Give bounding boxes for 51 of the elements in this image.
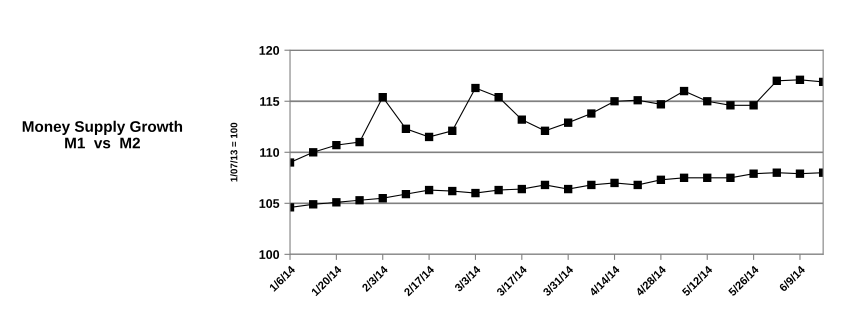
y-tick-label: 115 bbox=[260, 97, 280, 106]
point bbox=[634, 96, 642, 104]
point bbox=[309, 148, 318, 156]
point bbox=[355, 196, 364, 204]
y-tick-label: 100 bbox=[260, 250, 280, 259]
point bbox=[471, 84, 480, 92]
y-tick-label: 110 bbox=[260, 148, 280, 157]
point bbox=[587, 180, 596, 190]
point bbox=[610, 97, 619, 106]
point bbox=[564, 184, 572, 194]
point bbox=[402, 190, 410, 198]
point bbox=[726, 101, 735, 110]
point bbox=[772, 76, 781, 86]
point bbox=[680, 174, 688, 182]
point bbox=[749, 170, 758, 178]
text: Money Supply Growth M1 vs M2 bbox=[22, 120, 182, 148]
point bbox=[309, 200, 318, 208]
point bbox=[680, 86, 688, 96]
point bbox=[471, 188, 480, 198]
point bbox=[378, 194, 387, 202]
point bbox=[424, 132, 434, 142]
point bbox=[703, 174, 712, 182]
y-axis-title: 1/07/13 = 100 bbox=[230, 122, 238, 182]
point bbox=[610, 178, 619, 188]
point bbox=[564, 118, 572, 127]
point bbox=[656, 176, 666, 184]
point bbox=[448, 186, 456, 196]
point bbox=[540, 126, 550, 136]
point bbox=[424, 186, 434, 194]
point bbox=[796, 170, 804, 178]
point bbox=[518, 115, 526, 124]
point bbox=[518, 184, 526, 194]
point bbox=[402, 124, 410, 133]
point bbox=[749, 101, 758, 110]
y-tick-label: 105 bbox=[260, 199, 280, 208]
y-tick-label: 120 bbox=[260, 46, 280, 55]
point bbox=[772, 168, 781, 177]
point bbox=[332, 198, 341, 206]
point bbox=[634, 180, 642, 190]
point bbox=[656, 100, 666, 108]
point bbox=[448, 126, 456, 136]
point bbox=[494, 186, 503, 194]
point bbox=[796, 76, 804, 84]
point bbox=[726, 174, 735, 182]
point bbox=[494, 93, 503, 102]
point bbox=[332, 140, 341, 150]
point bbox=[355, 138, 364, 146]
point bbox=[540, 180, 550, 190]
point bbox=[378, 93, 387, 102]
point bbox=[703, 97, 712, 106]
point bbox=[587, 109, 596, 118]
